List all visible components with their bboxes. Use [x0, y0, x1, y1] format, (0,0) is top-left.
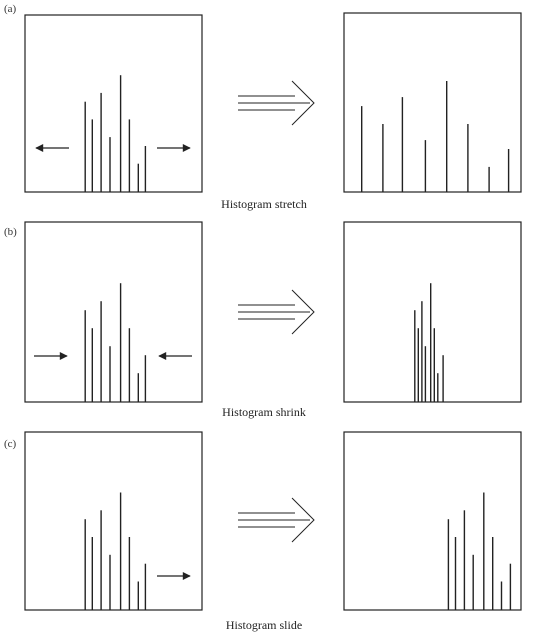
- caption-a: Histogram stretch: [221, 197, 307, 211]
- panel-label-c: (c): [4, 438, 17, 450]
- before-panel-a: [24, 14, 203, 193]
- before-panel-c: [24, 431, 203, 611]
- after-frame-c: [343, 431, 522, 611]
- row-b: (b) Histogram shrink: [4, 221, 522, 419]
- transform-arrow-icon-a: [238, 80, 315, 126]
- row-c: (c) Histogram slide: [4, 431, 522, 632]
- panel-label-a: (a): [4, 3, 17, 15]
- after-frame-b: [343, 221, 522, 403]
- before-bars-c: [84, 492, 147, 610]
- transform-arrow-icon-b: [238, 289, 315, 335]
- transform-arrow-icon-c: [238, 497, 315, 543]
- after-bars-a: [361, 81, 510, 192]
- before-panel-b: [24, 221, 203, 403]
- after-panel-b: [343, 221, 522, 403]
- panel-label-b: (b): [4, 226, 17, 238]
- row-a: (a) Histogram stretch: [4, 3, 522, 211]
- after-frame-a: [343, 12, 522, 193]
- before-bars-b: [84, 283, 147, 402]
- before-frame-c: [24, 431, 203, 611]
- caption-b: Histogram shrink: [222, 405, 306, 419]
- after-bars-b: [414, 283, 444, 402]
- caption-c: Histogram slide: [226, 618, 302, 632]
- before-bars-a: [84, 75, 147, 192]
- after-panel-c: [343, 431, 522, 611]
- before-frame-b: [24, 221, 203, 403]
- after-bars-c: [447, 492, 512, 610]
- after-panel-a: [343, 12, 522, 193]
- before-frame-a: [24, 14, 203, 193]
